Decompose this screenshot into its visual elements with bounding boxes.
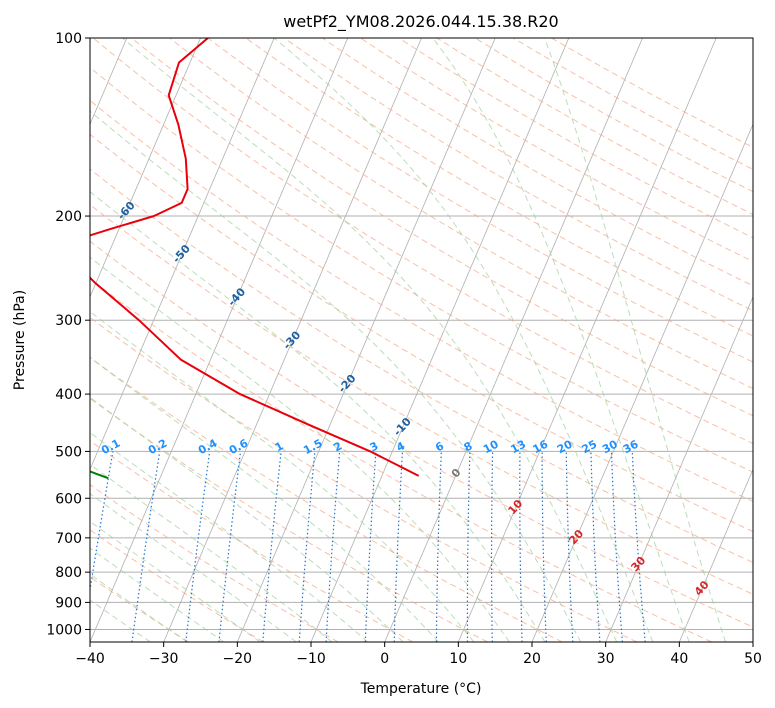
mixing-ratio-label: 25 xyxy=(580,438,600,457)
temperature-profile-line xyxy=(90,38,420,477)
moist-adiabat-line xyxy=(121,38,618,642)
isotherm-line xyxy=(90,38,201,298)
dry-adiabat-line xyxy=(551,38,753,148)
y-tick-label: 600 xyxy=(55,491,82,507)
y-tick-label: 900 xyxy=(55,595,82,611)
y-tick-label: 100 xyxy=(55,31,82,47)
isotherm-line xyxy=(236,38,496,642)
y-axis-label: Pressure (hPa) xyxy=(12,290,28,390)
y-tick-label: 400 xyxy=(55,387,82,403)
dry-adiabat-line xyxy=(90,483,339,642)
x-tick-label: 0 xyxy=(380,651,389,667)
mixing-ratio-label: 20 xyxy=(555,437,575,456)
y-tick-label: 200 xyxy=(55,209,82,225)
dry-adiabat-line xyxy=(90,204,753,595)
mixing-ratio-label: 30 xyxy=(600,437,620,456)
dry-adiabat-line xyxy=(90,316,638,642)
plot-frame xyxy=(89,37,754,643)
moist-adiabat-line xyxy=(273,38,654,642)
mixing-ratio-line xyxy=(90,451,114,594)
axis-ticks: −40 −30 −20 −10 0 10 20 30 40 50 100 200 300 400 500 60… xyxy=(46,31,762,667)
moist-adiabat-line xyxy=(90,431,369,642)
mixing-ratio-line xyxy=(131,451,161,642)
moist-adiabat-line xyxy=(90,356,439,642)
dry-adiabat-line xyxy=(90,356,563,642)
moist-adiabat-line xyxy=(90,310,475,642)
dry-adiabat-line xyxy=(131,38,753,417)
x-tick-label: −20 xyxy=(223,651,253,667)
x-tick-label: −10 xyxy=(296,651,326,667)
x-tick-label: 40 xyxy=(670,651,688,667)
y-tick-label: 800 xyxy=(55,565,82,581)
dry-adiabat-line xyxy=(474,38,753,193)
moist-adiabat-line xyxy=(544,38,727,642)
x-tick-label: −30 xyxy=(149,651,179,667)
isotherm-line xyxy=(90,38,275,471)
dry-adiabat-line xyxy=(90,168,753,564)
moist-adiabat-line xyxy=(90,547,225,642)
mixing-ratio-line xyxy=(185,451,211,642)
y-tick-label: 300 xyxy=(55,313,82,329)
y-tick-label: 500 xyxy=(55,444,82,460)
mixing-ratio-label: 36 xyxy=(621,437,641,456)
x-tick-label: −40 xyxy=(75,651,105,667)
mixing-ratio-label: 16 xyxy=(531,437,551,456)
moist-adiabat-line xyxy=(90,256,510,642)
dry-adiabat-line xyxy=(169,38,753,390)
moist-adiabat-line xyxy=(90,396,404,642)
isotherm-line xyxy=(678,468,753,642)
dry-adiabat-line xyxy=(512,38,753,170)
y-tick-label: 700 xyxy=(55,531,82,547)
isotherm-line xyxy=(605,295,753,642)
isotherm-line xyxy=(457,38,717,642)
y-tick-label: 1000 xyxy=(46,622,82,638)
isotherm-line xyxy=(384,38,643,642)
mixing-ratio-label: 10 xyxy=(481,437,501,456)
isotherm-line xyxy=(163,38,422,642)
mixing-ratio-label: 13 xyxy=(508,438,528,457)
moist-adiabat-line xyxy=(90,520,261,642)
isotherm-line xyxy=(90,38,349,642)
dry-adiabat-line xyxy=(90,240,753,628)
moist-adiabat-line xyxy=(90,463,333,642)
x-tick-label: 30 xyxy=(597,651,615,667)
x-axis-label: Temperature (°C) xyxy=(360,681,482,697)
dry-adiabat-line xyxy=(90,133,753,533)
moist-adiabat-line xyxy=(432,38,690,642)
x-tick-label: 20 xyxy=(523,651,541,667)
moist-adiabat-line xyxy=(90,493,297,642)
chart-title: wetPf2_YM08.2026.044.15.38.R20 xyxy=(283,12,558,32)
moist-adiabat-line xyxy=(90,573,188,642)
x-tick-label: 50 xyxy=(744,651,762,667)
dry-adiabat-line xyxy=(92,38,753,445)
dry-adiabat-line xyxy=(90,99,753,502)
x-tick-label: 10 xyxy=(449,651,467,667)
